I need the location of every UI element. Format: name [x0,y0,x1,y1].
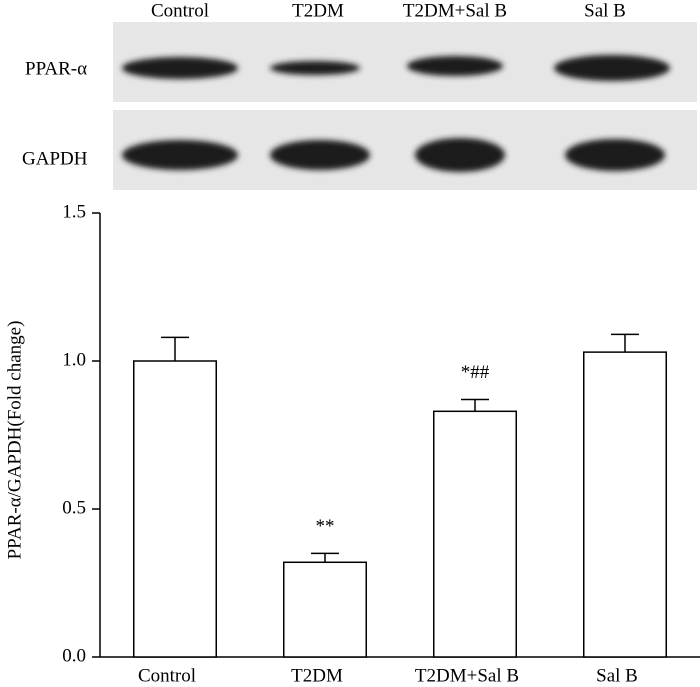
error-bar [311,552,339,563]
y-axis-label: PPAR-α/GAPDH(Fold change) [4,321,25,560]
y-tick-label: 0.0 [62,645,86,666]
blot-row-label: PPAR-α [25,58,87,79]
error-bar [611,333,639,353]
lane-label: Control [151,0,209,21]
error-bar [161,336,189,361]
blot-row-label: GAPDH [22,148,88,169]
blot-panel: Control T2DM T2DM+Sal B Sal B PPAR-α GAP… [22,0,697,190]
lane-label: T2DM [292,0,344,21]
significance-label: ** [316,516,335,537]
error-bar [461,398,489,412]
x-tick-label: Control [138,665,196,686]
bar [433,410,517,658]
bar [283,561,367,658]
y-tick-label: 1.0 [62,349,86,370]
y-tick-label: 0.5 [62,497,86,518]
bar [583,351,667,658]
significance-label: *## [461,362,490,383]
x-tick-label: T2DM+Sal B [415,665,519,686]
blot-bands [122,55,670,172]
y-tick-label: 1.5 [62,201,86,222]
lane-label: T2DM+Sal B [403,0,507,21]
x-tick-label: T2DM [291,665,343,686]
x-tick-label: Sal B [596,665,638,686]
lane-label: Sal B [584,0,626,21]
bar [133,360,217,658]
